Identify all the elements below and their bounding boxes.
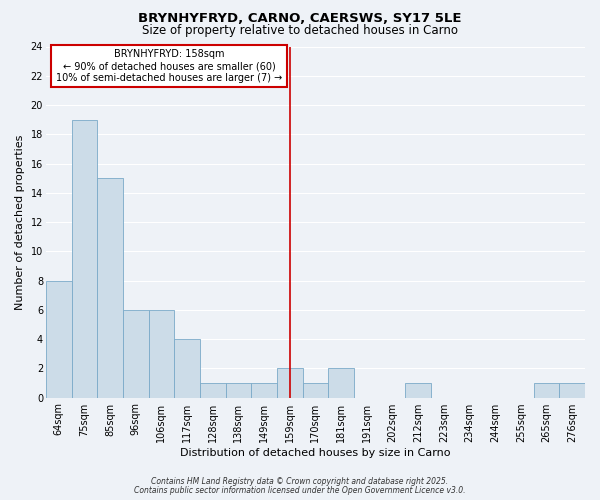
- Bar: [174, 339, 200, 398]
- Bar: [251, 383, 277, 398]
- Bar: [123, 310, 149, 398]
- Bar: [46, 280, 71, 398]
- Bar: [97, 178, 123, 398]
- Text: Size of property relative to detached houses in Carno: Size of property relative to detached ho…: [142, 24, 458, 37]
- Bar: [71, 120, 97, 398]
- Bar: [149, 310, 174, 398]
- X-axis label: Distribution of detached houses by size in Carno: Distribution of detached houses by size …: [180, 448, 451, 458]
- Text: BRYNHYFRYD, CARNO, CAERSWS, SY17 5LE: BRYNHYFRYD, CARNO, CAERSWS, SY17 5LE: [138, 12, 462, 26]
- Bar: [405, 383, 431, 398]
- Text: Contains public sector information licensed under the Open Government Licence v3: Contains public sector information licen…: [134, 486, 466, 495]
- Bar: [533, 383, 559, 398]
- Bar: [328, 368, 354, 398]
- Text: Contains HM Land Registry data © Crown copyright and database right 2025.: Contains HM Land Registry data © Crown c…: [151, 477, 449, 486]
- Bar: [226, 383, 251, 398]
- Bar: [277, 368, 302, 398]
- Bar: [302, 383, 328, 398]
- Text: BRYNHYFRYD: 158sqm
← 90% of detached houses are smaller (60)
10% of semi-detache: BRYNHYFRYD: 158sqm ← 90% of detached hou…: [56, 50, 282, 82]
- Bar: [200, 383, 226, 398]
- Bar: [559, 383, 585, 398]
- Y-axis label: Number of detached properties: Number of detached properties: [15, 134, 25, 310]
